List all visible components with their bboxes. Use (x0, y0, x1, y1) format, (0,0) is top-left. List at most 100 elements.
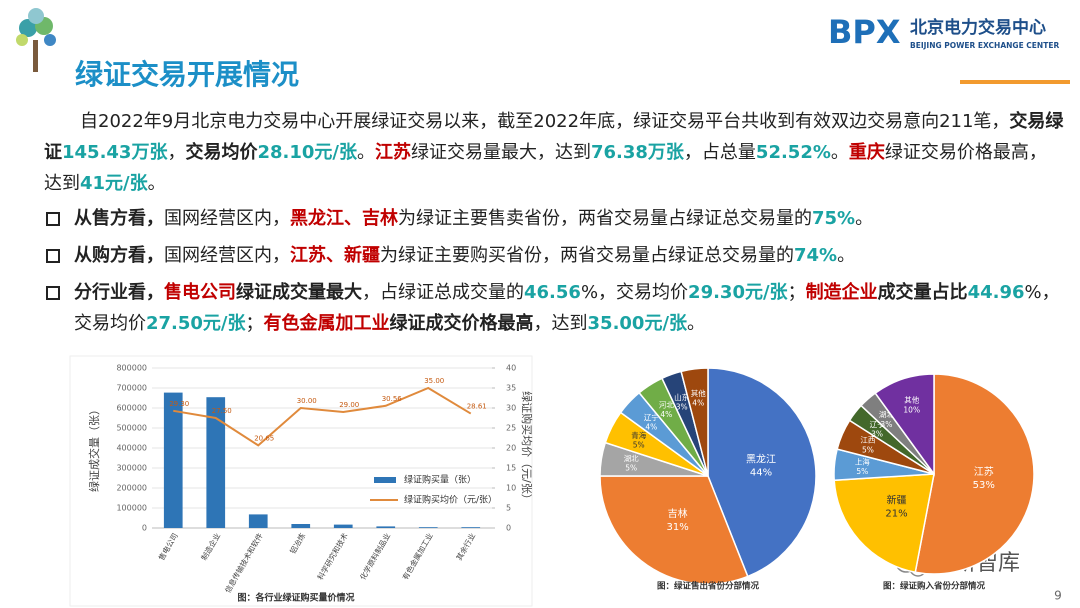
y2-tick-label: 5 (506, 504, 511, 513)
text-run: ； (245, 313, 264, 334)
line (173, 386, 472, 447)
text-run: 成交量占比 (877, 282, 968, 303)
pie-slice (599, 475, 749, 585)
y2-tick-label: 30 (506, 404, 516, 413)
slice-value: 10% (903, 405, 920, 414)
text-run: 为绿证主要售卖省份，两省交易量占绿证总交易量的 (398, 208, 812, 229)
y-tick-label: 100000 (116, 504, 147, 513)
slice-label: 山东 (674, 392, 689, 402)
slice-value: 31% (667, 522, 689, 533)
y2-tick-label: 20 (506, 444, 516, 453)
text-run: 27.50元/张 (146, 313, 246, 334)
slice-value: 4% (645, 423, 657, 432)
text-run: 江苏、新疆 (290, 245, 380, 266)
slice-label: 河北 (659, 400, 674, 409)
accent-bar (960, 80, 1070, 84)
text-run: %，交易均价 (580, 282, 689, 303)
paragraph: 自2022年9月北京电力交易中心开展绿证交易以来，截至2022年底，绿证交易平台… (44, 106, 1064, 199)
legend-label: 绿证购买量（张） (404, 474, 476, 486)
text-run: 28.10元/张 (257, 142, 357, 163)
pie-slice (680, 367, 709, 477)
text-run: ，占绿证总成交量的 (362, 282, 524, 303)
data-label: 20.65 (254, 434, 274, 442)
y-tick-label: 700000 (116, 384, 147, 393)
text-run: 国网经营区内， (164, 245, 290, 266)
pie-slice (874, 373, 935, 477)
text-run: 75% (812, 208, 856, 229)
text-run: 。 (687, 313, 706, 334)
y2-tick-label: 10 (506, 484, 516, 493)
slice-label: 其他 (904, 395, 919, 405)
bullet-point: 分行业看，售电公司绿证成交量最大，占绿证总成交量的46.56%，交易均价29.3… (44, 277, 1064, 339)
y2-tick-label: 25 (506, 424, 516, 433)
slice-label: 辽宁 (644, 412, 659, 422)
text-run: 。 (830, 142, 849, 163)
text-run: 售电公司 (164, 282, 236, 303)
tree-icon (16, 8, 56, 72)
slice-value: 3% (880, 420, 892, 429)
y2-axis-label: 绿证购买均价（元/张） (520, 391, 534, 505)
text-run: 。 (837, 245, 856, 266)
text-run: 江苏 (374, 142, 411, 163)
text-run: 绿证成交量最大 (236, 282, 362, 303)
pie-slice (833, 473, 935, 574)
text-run: 绿证成交价格最高 (389, 313, 534, 334)
text-run: 重庆 (848, 142, 885, 163)
slice-label: 吉林 (668, 507, 688, 520)
org-name-en: BEIJING POWER EXCHANGE CENTER (910, 41, 1059, 50)
bar (291, 524, 311, 528)
slice-label: 其他 (691, 388, 706, 398)
data-label: 29.30 (169, 400, 189, 408)
text-run: 绿证交易量最大，达到 (410, 142, 591, 163)
pie-slice (707, 367, 817, 578)
bar (206, 397, 226, 528)
slice-value: 44% (750, 467, 772, 478)
page-number: 9 (1054, 589, 1062, 603)
text-run: 从售方看， (74, 208, 164, 229)
text-run: 黑龙江、吉林 (290, 208, 398, 229)
data-label: 35.00 (424, 377, 444, 385)
bar (461, 527, 481, 528)
slice-value: 5% (862, 445, 874, 454)
chart-caption: 图：绿证售出省份分部情况 (657, 581, 760, 592)
text-run: 35.00元/张 (587, 313, 688, 334)
text-run: %，交易均价 (74, 282, 1060, 334)
slice-value: 3% (676, 403, 688, 412)
chart-caption: 图：绿证购入省份分部情况 (883, 581, 986, 592)
slice-value: 3% (871, 430, 883, 439)
text-run: 44.96 (967, 282, 1025, 303)
org-name: 北京电力交易中心 (910, 17, 1046, 38)
slice-value: 21% (885, 509, 907, 520)
text-run: 分行业看， (74, 282, 164, 303)
y2-tick-label: 0 (506, 524, 511, 533)
y-tick-label: 300000 (116, 464, 147, 473)
text-run: 145.43万张 (62, 142, 168, 163)
y2-tick-label: 35 (506, 384, 516, 393)
text-run: 。 (855, 208, 874, 229)
text-run: 41元/张 (80, 173, 148, 194)
text-run: 交易均价 (185, 142, 258, 163)
text-run: 46.56 (524, 282, 581, 303)
chart-frame (69, 355, 533, 607)
y-tick-label: 200000 (116, 484, 147, 493)
slice-label: 新疆 (886, 494, 906, 507)
slice-label: 江苏 (974, 465, 994, 478)
legend-swatch (374, 477, 396, 483)
slice-value: 4% (660, 410, 672, 419)
text-run: ，占总量 (683, 142, 756, 163)
y-tick-label: 0 (142, 524, 147, 533)
data-label: 29.00 (339, 401, 359, 409)
y2-tick-label: 15 (506, 464, 516, 473)
text-run: 为绿证主要购买省份，两省交易量占绿证总交易量的 (380, 245, 794, 266)
text-run: 国网经营区内， (164, 208, 290, 229)
legend-label: 绿证购买均价（元/张） (404, 494, 497, 506)
text-run: 76.38万张 (590, 142, 684, 163)
bar (163, 392, 183, 528)
slice-label: 黑龙江 (746, 452, 776, 465)
text-run: ， (167, 142, 186, 163)
text-run: 。 (147, 173, 166, 194)
y-axis-label: 绿证成交量（张） (87, 404, 101, 492)
slice-label: 上海 (855, 456, 870, 466)
